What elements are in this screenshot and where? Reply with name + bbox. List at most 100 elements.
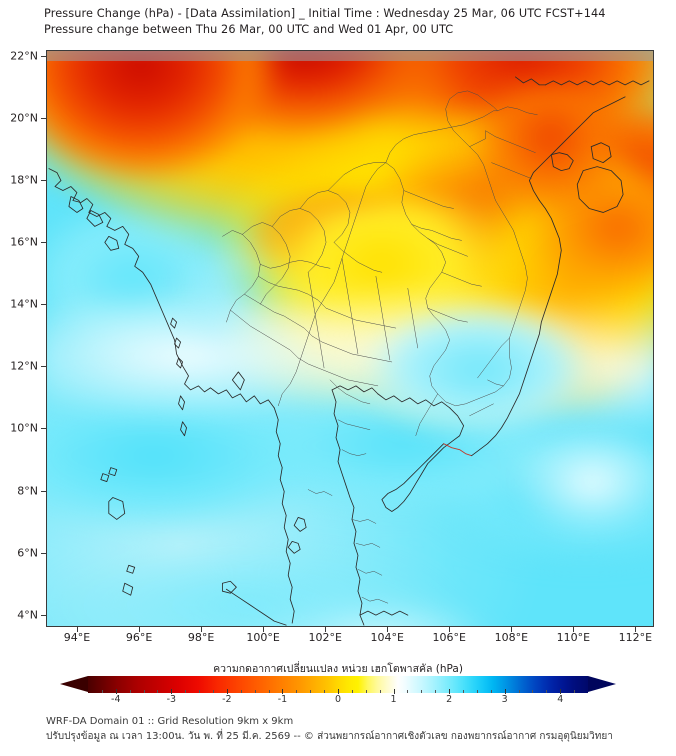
colorbar-extend-high-icon <box>588 676 616 692</box>
y-axis-label: 6°N <box>17 546 38 560</box>
colorbar-minor-tick <box>213 690 214 693</box>
coastline-overlay <box>48 76 650 626</box>
colorbar-tick-label: -2 <box>222 694 232 705</box>
x-axis-tick <box>263 627 265 632</box>
colorbar-minor-tick <box>351 690 353 693</box>
x-axis-label: 112°E <box>618 631 653 644</box>
colorbar-minor-tick <box>476 690 478 693</box>
pressure-change-field <box>47 51 653 626</box>
x-axis-label: 94°E <box>63 631 91 644</box>
y-axis-label: 10°N <box>10 421 38 435</box>
colorbar-tick-label: 2 <box>446 694 453 705</box>
colorbar-minor-tick <box>268 690 270 693</box>
footer-credit: ปรับปรุงข้อมูล ณ เวลา 13:00น. วัน พ. ที่… <box>46 731 613 742</box>
colorbar-minor-tick <box>574 690 576 693</box>
x-axis-tick <box>387 627 389 632</box>
y-axis-label: 22°N <box>10 49 38 63</box>
y-axis-tick <box>41 180 46 182</box>
colorbar-gradient <box>88 676 588 693</box>
y-axis-tick <box>41 366 46 368</box>
colorbar-minor-tick <box>518 690 520 693</box>
graticule-parallel <box>47 59 653 60</box>
colorbar-minor-tick <box>421 690 423 693</box>
colorbar <box>60 676 616 694</box>
colorbar-minor-tick <box>240 690 242 693</box>
colorbar-minor-tick <box>546 690 548 693</box>
colorbar-minor-tick <box>532 690 534 693</box>
x-axis-tick <box>573 627 575 632</box>
graticule-parallel <box>47 52 653 53</box>
x-axis-label: 104°E <box>370 631 404 644</box>
colorbar-major-tick <box>393 689 395 694</box>
colorbar-major-tick <box>171 689 173 694</box>
field-cool-northeast <box>362 304 641 454</box>
y-axis-label: 20°N <box>10 111 38 125</box>
y-axis-label: 4°N <box>17 608 38 622</box>
x-axis-label: 100°E <box>246 631 280 644</box>
x-axis-tick <box>77 627 79 632</box>
y-axis-label: 16°N <box>10 235 38 249</box>
colorbar-major-tick <box>449 689 451 694</box>
graticule-parallel <box>47 55 653 56</box>
x-axis-tick <box>201 627 203 632</box>
colorbar-minor-tick <box>157 690 159 693</box>
graticule-parallel <box>47 56 653 57</box>
y-axis-tick <box>41 614 46 616</box>
colorbar-minor-tick <box>296 690 298 693</box>
colorbar-minor-tick <box>310 690 312 693</box>
x-axis-tick <box>139 627 141 632</box>
colorbar-tick-label: -3 <box>166 694 177 705</box>
colorbar-minor-tick <box>365 690 367 693</box>
graticule-parallel <box>47 51 653 52</box>
x-axis-label: 108°E <box>494 631 529 644</box>
y-axis-tick <box>41 428 46 430</box>
y-axis-tick <box>41 242 46 244</box>
colorbar-tick-label: -1 <box>277 694 288 705</box>
page-title: Pressure Change (hPa) - [Data Assimilati… <box>44 7 606 20</box>
colorbar-minor-tick <box>143 690 145 693</box>
y-axis-label: 12°N <box>10 359 38 373</box>
y-axis-tick <box>41 118 46 120</box>
colorbar-tick-label: 4 <box>557 694 564 705</box>
x-axis-tick <box>449 627 451 632</box>
y-axis-tick <box>41 552 46 554</box>
y-axis-label: 8°N <box>17 484 38 497</box>
colorbar-major-tick <box>560 689 562 694</box>
colorbar-minor-tick <box>254 690 256 693</box>
colorbar-major-tick <box>282 689 284 694</box>
graticule-parallel <box>47 54 653 55</box>
x-axis-label: 102°E <box>308 631 342 644</box>
y-axis-label: 14°N <box>10 297 38 311</box>
chart-title-block: Pressure Change (hPa) - [Data Assimilati… <box>44 6 664 38</box>
footer-block: WRF-DA Domain 01 :: Grid Resolution 9km … <box>46 714 666 744</box>
colorbar-minor-tick <box>379 690 381 693</box>
colorbar-minor-tick <box>101 690 103 693</box>
colorbar-tick-label: 0 <box>334 694 342 705</box>
map-graticule <box>47 51 653 61</box>
y-axis-tick <box>41 56 46 58</box>
colorbar-minor-tick <box>463 690 464 693</box>
y-axis-tick <box>41 304 46 306</box>
colorbar-minor-tick <box>490 690 492 693</box>
x-axis-tick <box>325 627 327 632</box>
x-axis-label: 110°E <box>556 631 591 644</box>
graticule-parallel <box>47 57 653 58</box>
colorbar-minor-tick <box>435 690 437 693</box>
colorbar-tick-label: -4 <box>111 694 121 705</box>
x-axis-label: 98°E <box>187 631 215 644</box>
page-subtitle: Pressure change between Thu 26 Mar, 00 U… <box>44 23 454 36</box>
graticule-parallel <box>47 58 653 59</box>
footer-model-info: WRF-DA Domain 01 :: Grid Resolution 9km … <box>46 716 294 727</box>
x-axis-label: 106°E <box>432 631 466 644</box>
colorbar-minor-tick <box>129 690 131 693</box>
graticule-parallel <box>47 60 653 61</box>
colorbar-major-tick <box>338 689 339 694</box>
colorbar-title: ความกดอากาศเปลี่ยนแปลง หน่วย เฮกโตพาสคัล… <box>213 663 463 675</box>
colorbar-minor-tick <box>185 690 187 693</box>
x-axis-tick <box>635 627 637 632</box>
colorbar-minor-tick <box>324 690 326 693</box>
colorbar-major-tick <box>504 689 506 694</box>
colorbar-extend-low-icon <box>60 676 88 692</box>
colorbar-major-tick <box>226 689 228 694</box>
